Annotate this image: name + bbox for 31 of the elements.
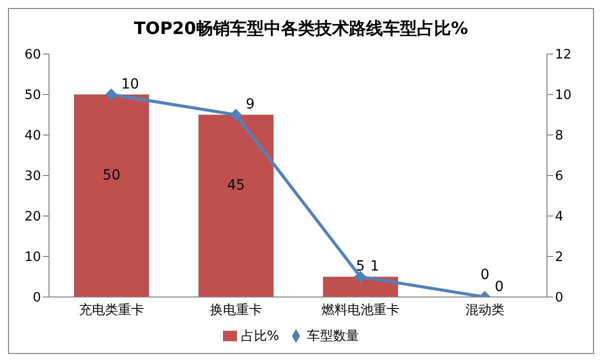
y-tick-label: 0	[32, 290, 41, 306]
y2-tick-label: 4	[555, 210, 564, 225]
y-tick-label: 60	[24, 48, 41, 63]
y2-tick-label: 6	[555, 169, 564, 184]
y-tick-label: 40	[24, 128, 41, 144]
data-label: 10	[121, 76, 140, 92]
x-tick-label: 换电重卡	[210, 303, 262, 318]
legend-label: 占比%	[240, 329, 280, 344]
x-tick-label: 混动类	[465, 303, 504, 318]
data-label: 5	[356, 258, 365, 275]
bar	[74, 94, 149, 297]
chart-title: TOP20畅销车型中各类技术路线车型占比%	[132, 18, 470, 40]
y2-tick-label: 10	[555, 88, 572, 104]
y-tick-label: 30	[24, 169, 41, 184]
data-label: 0	[494, 278, 504, 295]
legend-label: 车型数量	[307, 329, 360, 344]
y2-tick-label: 12	[555, 48, 572, 63]
data-label: 45	[227, 178, 245, 194]
y2-tick-label: 2	[555, 250, 564, 266]
x-tick-label: 充电类重卡	[78, 303, 144, 318]
data-label: 50	[102, 168, 120, 184]
data-label: 0	[480, 266, 490, 283]
y-tick-label: 20	[24, 210, 41, 225]
y2-tick-label: 8	[555, 128, 564, 144]
y2-tick-label: 0	[555, 290, 564, 306]
bar	[198, 114, 274, 297]
x-tick-label: 燃料电池重卡	[321, 303, 400, 318]
data-label: 1	[370, 258, 380, 275]
y-tick-label: 50	[24, 88, 41, 104]
data-label: 9	[246, 96, 255, 113]
y-tick-label: 10	[24, 250, 41, 266]
